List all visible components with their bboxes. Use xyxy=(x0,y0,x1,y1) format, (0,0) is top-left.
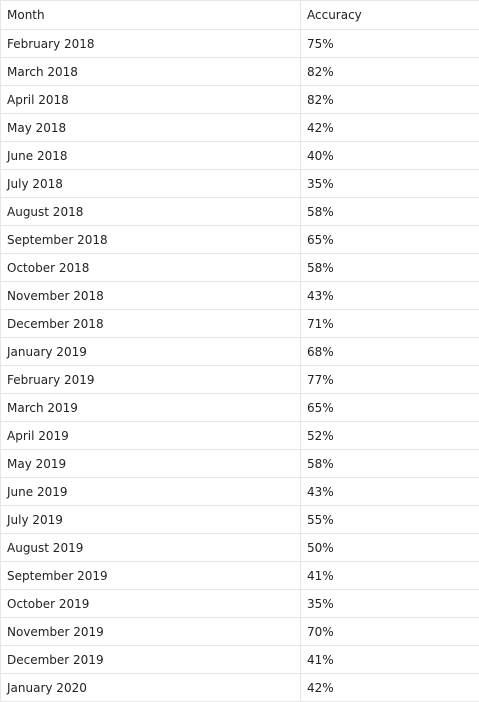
month-cell: May 2018 xyxy=(1,114,301,142)
month-cell: September 2019 xyxy=(1,562,301,590)
month-cell: June 2018 xyxy=(1,142,301,170)
column-header-accuracy: Accuracy xyxy=(301,1,479,30)
accuracy-cell: 50% xyxy=(301,534,479,562)
accuracy-cell: 52% xyxy=(301,422,479,450)
accuracy-cell: 68% xyxy=(301,338,479,366)
accuracy-cell: 82% xyxy=(301,86,479,114)
month-cell: April 2018 xyxy=(1,86,301,114)
accuracy-cell: 65% xyxy=(301,394,479,422)
month-cell: February 2019 xyxy=(1,366,301,394)
accuracy-cell: 41% xyxy=(301,562,479,590)
month-cell: November 2019 xyxy=(1,618,301,646)
month-cell: November 2018 xyxy=(1,282,301,310)
month-cell: January 2020 xyxy=(1,674,301,702)
month-cell: May 2019 xyxy=(1,450,301,478)
accuracy-cell: 41% xyxy=(301,646,479,674)
accuracy-cell: 58% xyxy=(301,450,479,478)
month-cell: April 2019 xyxy=(1,422,301,450)
month-cell: July 2019 xyxy=(1,506,301,534)
month-cell: August 2019 xyxy=(1,534,301,562)
accuracy-cell: 70% xyxy=(301,618,479,646)
accuracy-cell: 71% xyxy=(301,310,479,338)
month-cell: March 2019 xyxy=(1,394,301,422)
month-cell: July 2018 xyxy=(1,170,301,198)
month-cell: December 2018 xyxy=(1,310,301,338)
month-cell: December 2019 xyxy=(1,646,301,674)
month-cell: June 2019 xyxy=(1,478,301,506)
month-cell: September 2018 xyxy=(1,226,301,254)
month-cell: February 2018 xyxy=(1,30,301,58)
month-cell: October 2018 xyxy=(1,254,301,282)
accuracy-cell: 55% xyxy=(301,506,479,534)
accuracy-cell: 58% xyxy=(301,198,479,226)
accuracy-cell: 35% xyxy=(301,170,479,198)
accuracy-cell: 42% xyxy=(301,674,479,702)
accuracy-cell: 43% xyxy=(301,478,479,506)
month-cell: August 2018 xyxy=(1,198,301,226)
accuracy-cell: 65% xyxy=(301,226,479,254)
accuracy-cell: 58% xyxy=(301,254,479,282)
accuracy-cell: 77% xyxy=(301,366,479,394)
accuracy-cell: 40% xyxy=(301,142,479,170)
month-cell: October 2019 xyxy=(1,590,301,618)
accuracy-cell: 82% xyxy=(301,58,479,86)
accuracy-cell: 75% xyxy=(301,30,479,58)
month-cell: March 2018 xyxy=(1,58,301,86)
table-header-row: Month Accuracy xyxy=(1,1,479,30)
month-cell: January 2019 xyxy=(1,338,301,366)
column-header-month: Month xyxy=(1,1,301,30)
accuracy-cell: 42% xyxy=(301,114,479,142)
accuracy-cell: 35% xyxy=(301,590,479,618)
accuracy-cell: 43% xyxy=(301,282,479,310)
